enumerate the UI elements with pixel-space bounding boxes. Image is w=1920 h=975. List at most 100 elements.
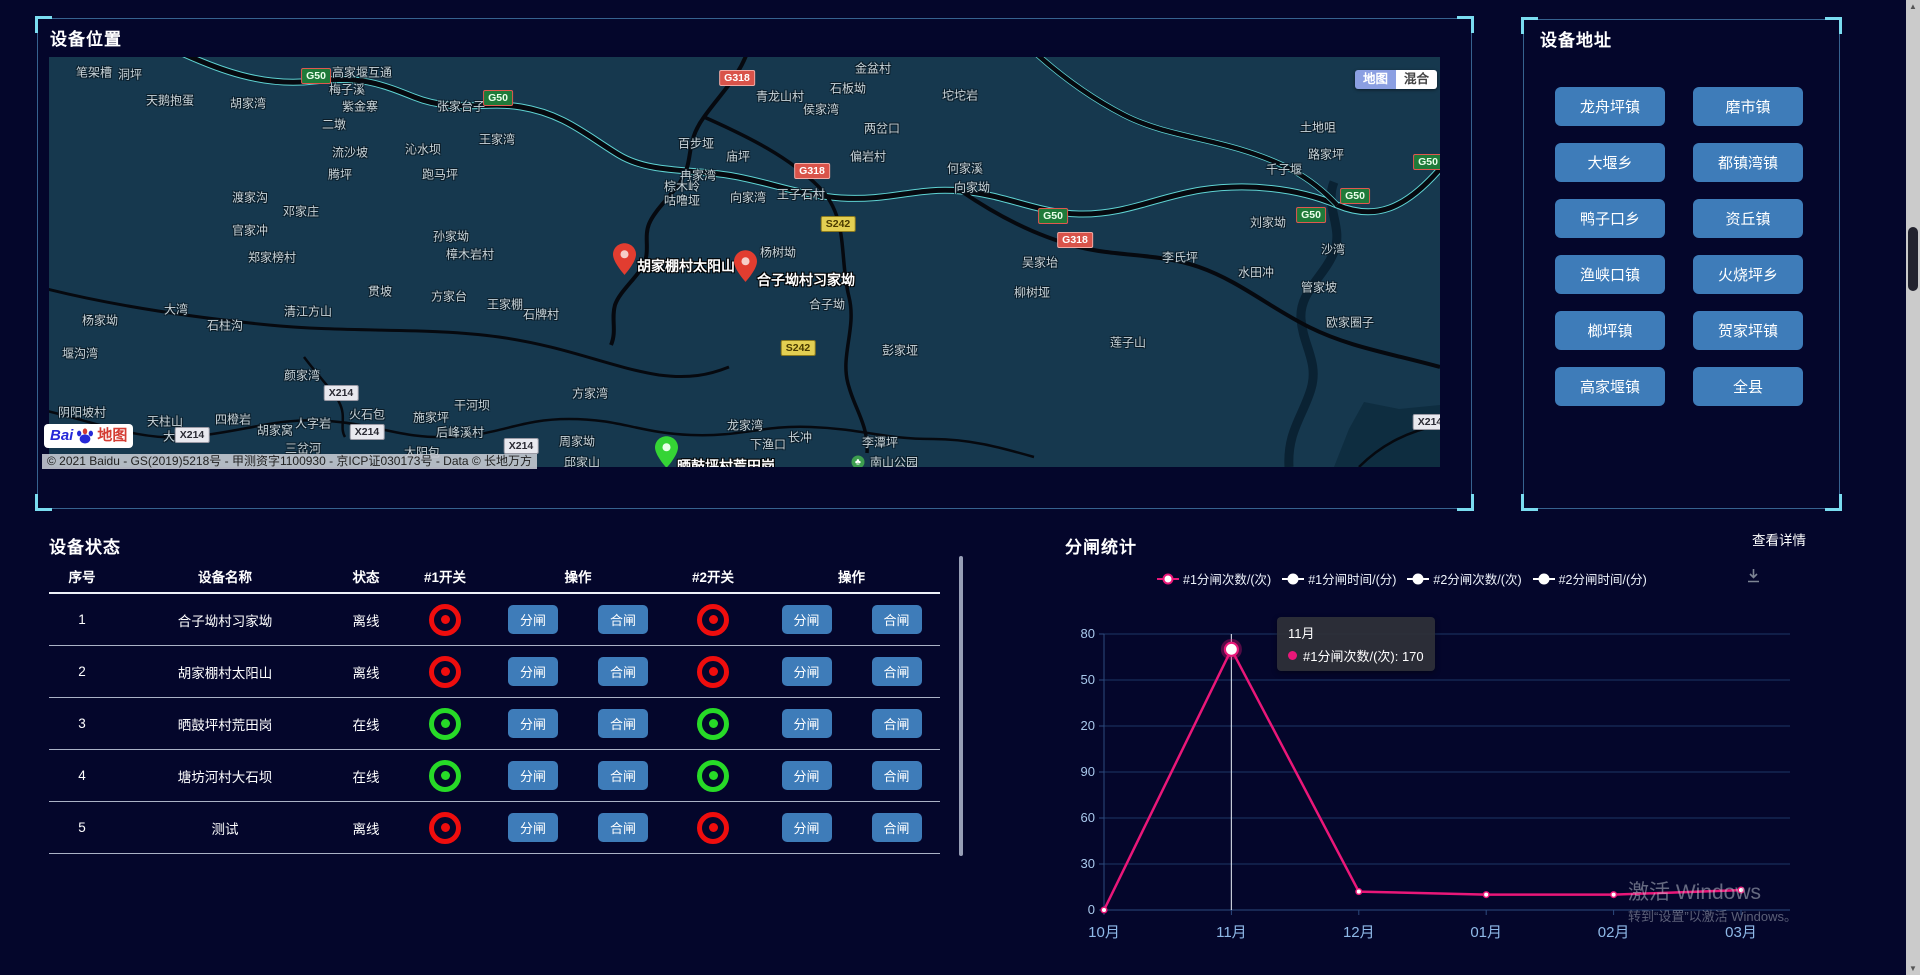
close-switch-button[interactable]: 合闸 xyxy=(871,657,922,686)
map-place-label: 堰沟湾 xyxy=(61,346,99,361)
open-switch-button[interactable]: 分闸 xyxy=(781,605,832,634)
legend-item-4[interactable]: #2分闸时间/(分) xyxy=(1532,569,1647,588)
close-switch-button[interactable]: 合闸 xyxy=(598,605,648,634)
address-button-5[interactable]: 鸭子口乡 xyxy=(1555,199,1665,238)
switch1-indicator xyxy=(397,707,493,740)
address-button-4[interactable]: 都镇湾镇 xyxy=(1693,143,1803,182)
map-place-label: 向家坳 xyxy=(953,180,991,195)
open-switch-button[interactable]: 分闸 xyxy=(781,657,832,686)
operation-buttons: 分闸 合闸 xyxy=(763,605,940,634)
device-name: 晒鼓坪村荒田岗 xyxy=(177,717,273,733)
device-status: 离线 xyxy=(352,665,380,681)
map-place-label: 龙家湾 xyxy=(726,418,764,433)
map-pin-label: 合子坳村习家坳 xyxy=(757,272,855,288)
legend-label: #2分闸次数/(次) xyxy=(1433,573,1522,587)
device-name: 塘坊河村大石坝 xyxy=(177,769,273,785)
map-place-label: 两岔口 xyxy=(863,121,901,136)
table-column-header: 操作 xyxy=(564,570,592,585)
baidu-map[interactable]: 笔架槽 洞坪 天鹅抱蛋 胡家湾 高家堰互通 梅子溪 紫金寨 二墩 流沙坡 沁水坝 王家湾 张家台子 腾坪… xyxy=(49,57,1440,467)
address-button-12[interactable]: 全县 xyxy=(1693,367,1803,406)
switch1-indicator xyxy=(397,603,493,636)
red-map-pin[interactable] xyxy=(734,250,757,288)
line-chart-plot[interactable]: 0 30 60 90 120 150 180 10月 11月 12月 01月 02月 03月 xyxy=(1073,620,1804,950)
scrollbar-thumb[interactable] xyxy=(1908,227,1918,291)
close-switch-button[interactable]: 合闸 xyxy=(871,761,922,790)
map-place-label: 土地咀 xyxy=(1299,120,1337,135)
address-button-10[interactable]: 贺家坪镇 xyxy=(1693,311,1803,350)
opening-stats-title: 分闸统计 xyxy=(1065,538,1137,557)
switch2-operations: 分闸 合闸 xyxy=(763,657,940,686)
map-place-label: 高家堰互通 xyxy=(331,65,393,80)
download-icon[interactable] xyxy=(1745,567,1762,589)
map-place-label: 千子堰 xyxy=(1265,162,1303,177)
view-details-link[interactable]: 查看详情 xyxy=(1752,533,1806,548)
table-scrollbar[interactable] xyxy=(959,556,963,856)
address-button-8[interactable]: 火烧坪乡 xyxy=(1693,255,1803,294)
highlighted-data-point xyxy=(1223,641,1239,657)
legend-label: #1分闸次数/(次) xyxy=(1183,573,1272,587)
road-badge-g318: G318 xyxy=(719,70,755,86)
map-type-hybrid-button[interactable]: 混合 xyxy=(1396,70,1438,89)
close-switch-button[interactable]: 合闸 xyxy=(598,761,648,790)
map-place-label: 王家棚 xyxy=(486,297,524,312)
map-place-label: 沁水坝 xyxy=(404,142,442,157)
open-switch-button[interactable]: 分闸 xyxy=(781,709,832,738)
open-switch-button[interactable]: 分闸 xyxy=(508,657,558,686)
map-place-label: 干河坝 xyxy=(453,398,491,413)
close-switch-button[interactable]: 合闸 xyxy=(871,709,922,738)
map-type-map-button[interactable]: 地图 xyxy=(1355,70,1397,89)
map-place-label: 合子坳 xyxy=(808,297,846,312)
x-axis-tick-label: 03月 xyxy=(1725,924,1757,941)
red-indicator-light xyxy=(697,655,729,688)
operation-buttons: 分闸 合闸 xyxy=(493,605,663,634)
map-pin-label: 晒鼓坪村荒田岗 xyxy=(677,458,775,467)
scroll-down-arrow[interactable]: ▼ xyxy=(1909,964,1917,973)
indicator-dot xyxy=(440,719,450,728)
corner-bracket xyxy=(35,494,52,511)
close-switch-button[interactable]: 合闸 xyxy=(598,657,648,686)
close-switch-button[interactable]: 合闸 xyxy=(598,813,648,842)
data-point xyxy=(1737,886,1745,894)
table-column-header: 操作 xyxy=(838,570,865,585)
scroll-up-arrow[interactable]: ▲ xyxy=(1909,2,1917,11)
table-row: 5 测试 离线 分闸 合闸 分闸 合闸 xyxy=(49,802,940,854)
map-place-label: 南山公园 xyxy=(869,455,919,468)
table-row: 3 晒鼓坪村荒田岗 在线 分闸 合闸 分闸 合闸 xyxy=(49,698,940,750)
y-axis-tick-label: 90 xyxy=(1081,764,1095,779)
address-button-11[interactable]: 高家堰镇 xyxy=(1555,367,1665,406)
address-button-1[interactable]: 龙舟坪镇 xyxy=(1555,87,1665,126)
address-button-2[interactable]: 磨市镇 xyxy=(1693,87,1803,126)
map-place-label: 水田冲 xyxy=(1237,265,1275,280)
open-switch-button[interactable]: 分闸 xyxy=(508,761,558,790)
indicator-dot xyxy=(708,615,718,624)
address-button-6[interactable]: 资丘镇 xyxy=(1693,199,1803,238)
line-chart-svg: 0 30 60 90 120 150 180 10月 11月 12月 01月 02月 03月 xyxy=(1073,626,1790,941)
close-switch-button[interactable]: 合闸 xyxy=(871,813,922,842)
address-button-3[interactable]: 大堰乡 xyxy=(1555,143,1665,182)
y-axis-tick-label: 180 xyxy=(1080,626,1095,641)
series-line xyxy=(1102,646,1742,911)
open-switch-button[interactable]: 分闸 xyxy=(781,813,832,842)
legend-item-2[interactable]: #1分闸时间/(分) xyxy=(1282,569,1396,588)
page-scrollbar[interactable]: ▲ ▼ xyxy=(1906,0,1920,975)
open-switch-button[interactable]: 分闸 xyxy=(508,709,558,738)
legend-item-1[interactable]: #1分闸次数/(次) xyxy=(1157,569,1271,588)
address-button-7[interactable]: 渔峡口镇 xyxy=(1555,255,1665,294)
map-place-label: 石牌村 xyxy=(522,307,560,322)
close-switch-button[interactable]: 合闸 xyxy=(871,605,922,634)
y-axis-tick-label: 0 xyxy=(1088,902,1095,917)
address-button-9[interactable]: 榔坪镇 xyxy=(1555,311,1665,350)
red-indicator-light xyxy=(697,811,729,844)
open-switch-button[interactable]: 分闸 xyxy=(508,813,558,842)
legend-item-3[interactable]: #2分闸次数/(次) xyxy=(1407,569,1522,588)
indicator-dot xyxy=(708,771,718,780)
red-map-pin[interactable] xyxy=(613,243,636,281)
map-place-label: 郑家榜村 xyxy=(247,250,297,265)
map-place-label: 天鹅抱蛋 xyxy=(145,93,195,108)
open-switch-button[interactable]: 分闸 xyxy=(781,761,832,790)
map-place-label: 二墩 xyxy=(321,117,347,132)
close-switch-button[interactable]: 合闸 xyxy=(598,709,648,738)
green-map-pin[interactable] xyxy=(655,436,678,467)
map-place-label: 官家冲 xyxy=(231,223,269,238)
open-switch-button[interactable]: 分闸 xyxy=(508,605,558,634)
